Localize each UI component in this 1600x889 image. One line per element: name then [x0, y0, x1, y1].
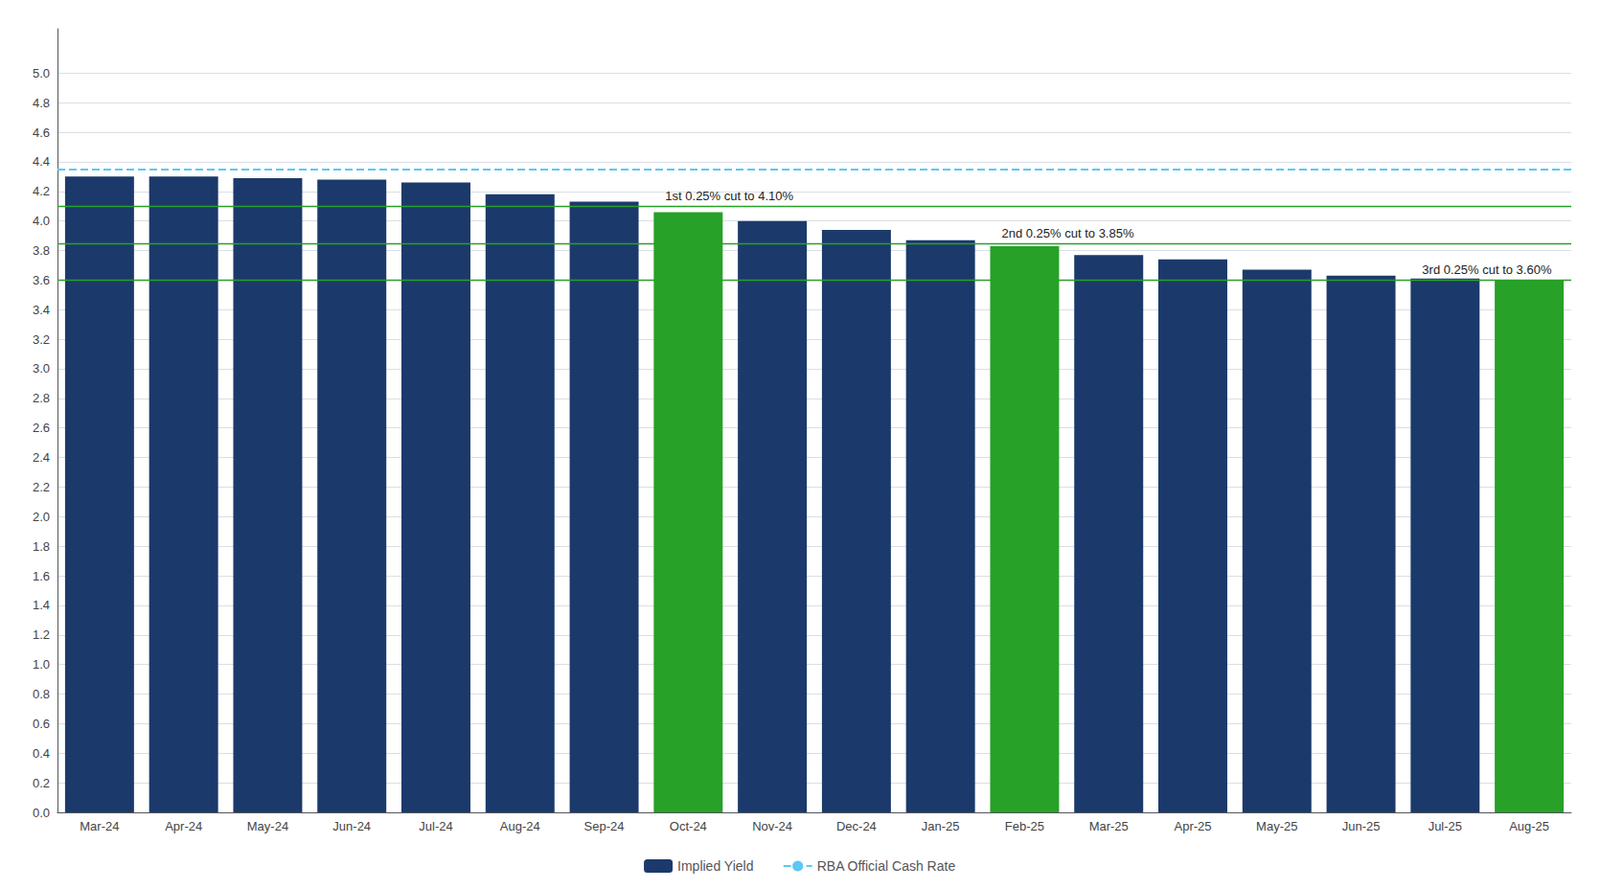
svg-text:4.6: 4.6 [32, 125, 50, 140]
svg-text:3.8: 3.8 [32, 243, 50, 258]
svg-text:3.6: 3.6 [32, 273, 50, 288]
svg-text:3rd 0.25% cut to 3.60%: 3rd 0.25% cut to 3.60% [1421, 262, 1553, 277]
svg-text:2.2: 2.2 [32, 480, 50, 495]
svg-text:1.2: 1.2 [32, 627, 50, 642]
svg-text:2nd 0.25% cut to 3.85%: 2nd 0.25% cut to 3.85% [1001, 226, 1134, 241]
svg-text:Dec-24: Dec-24 [836, 819, 877, 834]
svg-text:4.0: 4.0 [32, 213, 50, 229]
svg-text:Feb-25: Feb-25 [1005, 819, 1045, 834]
svg-text:4.2: 4.2 [32, 183, 50, 199]
svg-text:Nov-24: Nov-24 [752, 819, 793, 834]
svg-text:2.8: 2.8 [32, 390, 50, 406]
svg-text:0.8: 0.8 [32, 686, 50, 702]
svg-text:1.6: 1.6 [32, 569, 50, 584]
svg-text:Implied Yield: Implied Yield [677, 858, 754, 874]
svg-text:4.8: 4.8 [32, 95, 50, 111]
svg-text:Jan-25: Jan-25 [921, 819, 960, 834]
svg-text:Aug-25: Aug-25 [1508, 819, 1550, 834]
svg-text:Jul-24: Jul-24 [418, 819, 453, 834]
svg-text:RBA Official Cash Rate: RBA Official Cash Rate [817, 858, 957, 874]
svg-text:Mar-24: Mar-24 [79, 819, 119, 834]
svg-text:May-24: May-24 [247, 819, 289, 834]
svg-text:2.6: 2.6 [32, 420, 50, 435]
svg-text:1.0: 1.0 [32, 657, 50, 672]
svg-text:0.4: 0.4 [32, 746, 50, 761]
svg-text:Oct-24: Oct-24 [669, 819, 708, 834]
svg-text:0.2: 0.2 [32, 776, 50, 791]
svg-text:1.8: 1.8 [32, 539, 50, 554]
svg-text:Apr-25: Apr-25 [1173, 819, 1212, 834]
svg-text:Sep-24: Sep-24 [584, 819, 625, 834]
svg-text:0.6: 0.6 [32, 716, 50, 732]
svg-text:4.4: 4.4 [32, 154, 50, 169]
svg-text:Aug-24: Aug-24 [500, 819, 541, 834]
svg-text:1st 0.25% cut to 4.10%: 1st 0.25% cut to 4.10% [664, 188, 794, 204]
svg-text:Mar-25: Mar-25 [1089, 819, 1129, 834]
svg-text:2.4: 2.4 [32, 450, 50, 465]
svg-text:Apr-24: Apr-24 [164, 819, 203, 834]
svg-text:3.2: 3.2 [32, 332, 50, 347]
svg-text:2.0: 2.0 [32, 509, 50, 525]
svg-text:3.4: 3.4 [32, 302, 50, 318]
svg-text:1.4: 1.4 [32, 597, 50, 613]
svg-text:Jun-25: Jun-25 [1342, 819, 1381, 834]
svg-text:0.0: 0.0 [32, 805, 50, 821]
svg-text:5.0: 5.0 [32, 66, 50, 81]
svg-text:Jun-24: Jun-24 [332, 819, 371, 834]
svg-text:May-25: May-25 [1256, 819, 1298, 834]
svg-text:3.0: 3.0 [32, 361, 50, 376]
svg-text:Jul-25: Jul-25 [1428, 819, 1463, 834]
